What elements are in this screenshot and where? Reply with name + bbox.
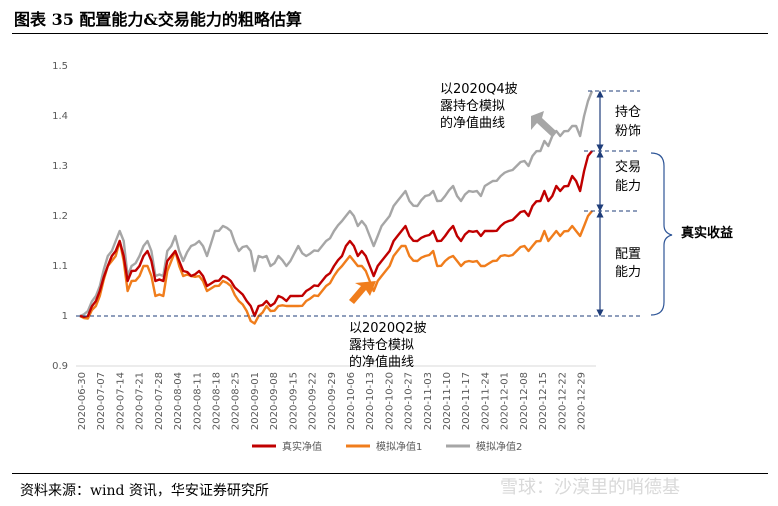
x-tick-label: 2020-10-13	[365, 372, 376, 430]
x-tick-label: 2020-08-11	[192, 372, 203, 430]
x-tick-label: 2020-12-08	[519, 372, 530, 430]
x-tick-label: 2020-10-20	[384, 372, 395, 430]
x-tick-label: 2020-10-27	[404, 372, 415, 430]
q2-pointer-arrow	[349, 281, 376, 304]
x-tick-label: 2020-10-06	[346, 372, 357, 430]
y-tick-label: 1.1	[52, 261, 68, 272]
x-tick-label: 2020-07-07	[96, 372, 107, 430]
y-tick-label: 0.9	[52, 361, 68, 372]
x-tick-label: 2020-09-15	[288, 372, 299, 430]
x-tick-label: 2020-12-22	[557, 372, 568, 430]
x-tick-label: 2020-08-04	[173, 372, 184, 430]
x-tick-label: 2020-11-10	[442, 372, 453, 430]
x-tick-label: 2020-12-15	[538, 372, 549, 430]
annotation-q2-line3: 的净值曲线	[349, 354, 414, 370]
annotation-q4-line1: 以2020Q4披	[440, 82, 518, 97]
x-tick-label: 2020-11-24	[480, 372, 491, 430]
x-tick-label: 2020-11-17	[461, 372, 472, 430]
label-chicang-2: 粉饰	[615, 124, 641, 139]
title-divider	[12, 33, 768, 34]
label-jiaoyi-2: 能力	[615, 179, 641, 194]
annotation-q2-line1: 以2020Q2披	[349, 321, 427, 336]
x-tick-label: 2020-07-14	[115, 372, 126, 430]
y-tick-label: 1.5	[52, 61, 68, 72]
legend-label-sim1: 模拟净值1	[376, 440, 422, 453]
x-tick-label: 2020-06-30	[77, 372, 88, 430]
series-line-sim1	[79, 210, 593, 325]
x-tick-label: 2020-11-03	[423, 372, 434, 430]
series-line-sim2	[79, 90, 594, 318]
y-tick-label: 1.4	[52, 111, 68, 122]
x-tick-label: 2020-09-22	[308, 372, 319, 430]
x-tick-label: 2020-12-29	[577, 372, 588, 430]
x-tick-label: 2020-07-28	[154, 372, 165, 430]
x-tick-label: 2020-12-01	[500, 372, 511, 430]
series-line-real	[79, 150, 593, 318]
annotation-q2-line2: 露持仓模拟	[349, 338, 414, 353]
x-tick-label: 2020-09-29	[327, 372, 338, 430]
label-zhenshi-shouyi: 真实收益	[681, 225, 733, 241]
x-tick-label: 2020-07-21	[135, 372, 146, 430]
legend-label-sim2: 模拟净值2	[476, 440, 522, 453]
footer-divider	[12, 473, 768, 474]
watermark: 雪球：沙漠里的哨德基	[500, 477, 680, 498]
annotation-q4-line2: 露持仓模拟	[440, 99, 505, 114]
y-tick-label: 1.2	[52, 211, 68, 222]
figure-title: 图表 35 配置能力&交易能力的粗略估算	[14, 10, 302, 29]
label-chicang-1: 持仓	[615, 105, 641, 120]
x-tick-label: 2020-08-18	[211, 372, 222, 430]
y-tick-label: 1	[62, 311, 68, 322]
label-peizhi-1: 配置	[615, 247, 641, 262]
total-return-brace	[650, 152, 673, 316]
label-jiaoyi-1: 交易	[615, 159, 641, 175]
annotation-q4-line3: 的净值曲线	[440, 115, 505, 131]
label-peizhi-2: 能力	[615, 265, 641, 280]
x-tick-label: 2020-09-08	[269, 372, 280, 430]
x-tick-label: 2020-08-25	[231, 372, 242, 430]
legend-label-real: 真实净值	[282, 440, 322, 453]
x-tick-label: 2020-09-01	[250, 372, 261, 430]
source-note: 资料来源：wind 资讯，华安证券研究所	[20, 483, 269, 499]
y-tick-label: 1.3	[52, 161, 68, 172]
q4-pointer-arrow	[531, 111, 556, 136]
